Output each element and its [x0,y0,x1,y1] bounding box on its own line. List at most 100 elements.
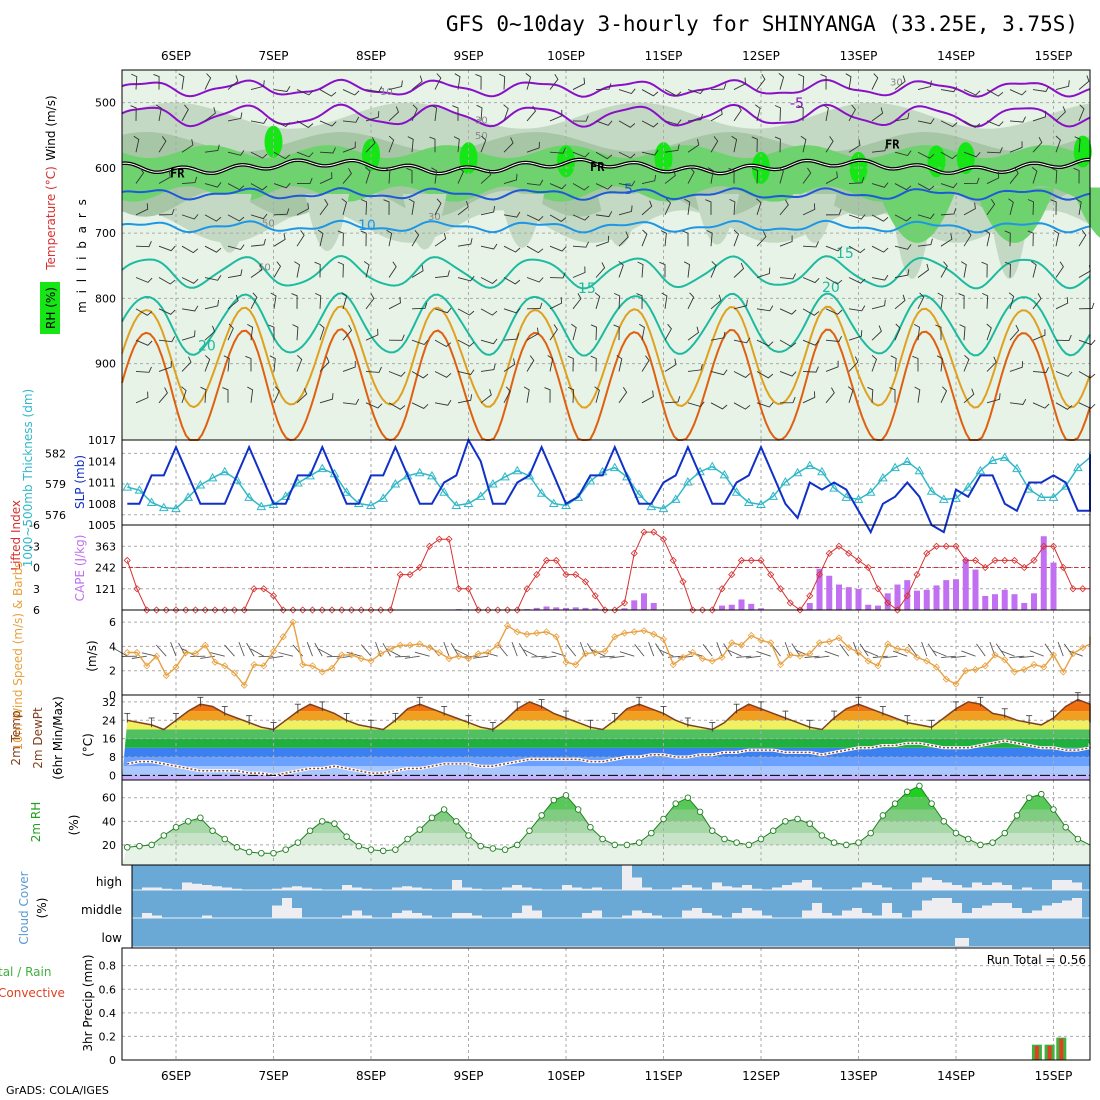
wind-barb [802,167,812,184]
cloud-bar [1002,885,1012,890]
cloud-bar [682,885,692,890]
wind-barb [363,261,370,278]
wind-speed-marker [718,653,726,661]
wind-barb [337,261,344,278]
lifted-index-marker [299,606,307,614]
wind-speed-marker [601,647,609,655]
wind-barb [917,183,935,191]
wind-speed-marker [201,641,209,649]
lifted-index-marker [796,606,804,614]
wind-speed-marker [484,648,492,657]
wind-barb [682,230,689,247]
wind-barb [859,643,869,657]
wind-barb [986,171,1000,184]
wind-barb [595,235,609,247]
cloud-bar [282,898,292,918]
wind-barb [595,120,613,126]
wind-barb [733,77,747,90]
cape-tick: 363 [95,540,116,553]
cloud-bar [912,882,922,890]
wind-barb [480,363,496,372]
rh-marker [684,794,692,801]
wind-barb [871,245,889,253]
rh-tongue [305,193,350,252]
rh-legend-swatch [40,282,60,334]
cloud-bar [632,877,642,890]
wind-barb [1055,261,1064,278]
rh-marker [465,832,472,839]
cloud-bar [742,908,752,918]
cloud-bar [962,913,972,918]
wind-speed-marker [923,657,931,665]
temp-band-group [122,699,1090,780]
wind-barb [431,167,438,184]
cape-bar [582,607,589,610]
cloud-bar [562,885,572,890]
wind-speed-marker [533,629,541,637]
wind-speed-marker [308,662,317,670]
wind-barb [227,294,239,310]
thickness-marker [158,502,169,512]
wind-barb [802,277,820,284]
cloud-bar [222,887,232,890]
wind-barb [135,203,149,216]
wind-legend: 10m Wind Speed (m/s) & Barbs [11,562,25,751]
thickness-tick: 579 [45,478,66,491]
wind-barb [567,355,574,372]
rh-marker [343,833,350,840]
thickness-marker [902,456,913,466]
top-date-label: 12SEP [742,49,780,63]
cloud-bar [692,908,702,918]
wind-barb [480,206,496,216]
rh-marker [989,839,996,846]
wind-barb [296,177,313,185]
wind-barb [825,136,834,153]
top-date-label: 7SEP [258,49,288,63]
lifted-index-marker [825,549,833,557]
wind-barb [618,231,629,247]
wind-barb [1009,116,1027,123]
wind-barb [687,139,700,153]
precip-tick: 0 [109,1054,116,1067]
wind-barb [454,648,469,657]
wind-barb [756,198,762,216]
thickness-marker [841,492,852,501]
wind-barb [1032,329,1046,341]
wind-barb [480,308,498,316]
lifted-index-marker [981,563,989,572]
slp-legend: 1000~500mb Thickness (dm) SLP (mb) [21,389,87,567]
wind-barb [940,386,948,403]
thickness-marker [987,455,998,464]
wind-speed-marker [474,650,482,658]
wind-barb [797,105,804,121]
wind-barb [204,107,216,122]
cloud-level-label: high [96,875,122,889]
rh-contour-label: 30 [890,78,903,89]
wind-barb [204,214,222,222]
chart-title: GFS 0~10day 3-hourly for SHINYANGA (33.2… [446,12,1078,36]
wind-barb [158,208,175,216]
wind-barb [802,391,816,404]
wind-barb [250,80,265,91]
cape-bar [738,599,745,610]
cloud-bar [842,910,852,918]
rh-marker [319,818,326,825]
top-date-label: 11SEP [645,49,683,63]
thickness-marker [244,492,254,501]
wind-barb [779,273,797,280]
wind-barb [921,641,928,657]
wind-barb [1032,136,1043,153]
cloud-bar [932,898,942,918]
cape-bar [855,588,862,610]
rh-marker [1062,823,1069,831]
legend-dewpt-2m: 2m DewPt [31,707,45,769]
wind-barb [250,648,264,657]
wind-barb [779,396,796,404]
lifted-index-marker [484,606,492,614]
lifted-index-marker [289,606,297,614]
wind-barb [549,245,567,252]
wind-barb [824,650,840,657]
wind-barb [914,386,921,403]
wind-barb [457,238,473,247]
wind-barb [204,245,222,253]
